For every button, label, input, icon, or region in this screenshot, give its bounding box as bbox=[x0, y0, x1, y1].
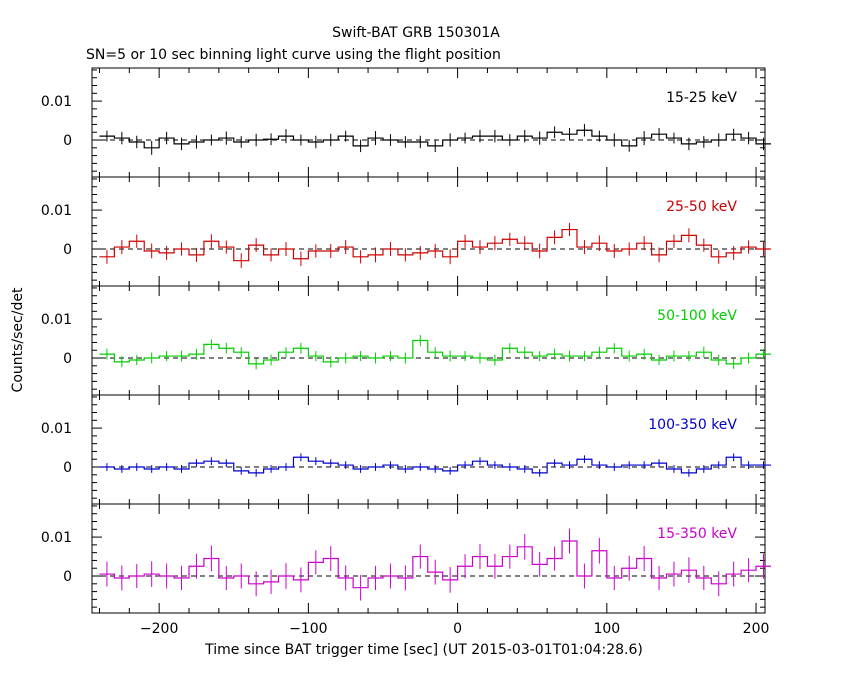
x-tick-label: 200 bbox=[743, 621, 770, 637]
light-curve-series bbox=[99, 228, 771, 262]
panel-frame bbox=[91, 394, 766, 505]
panel-5: 0.01 0 15-350 keV −200 −100 0 100 200 bbox=[41, 503, 771, 637]
y-tick-label: 0 bbox=[63, 351, 72, 367]
panel-frame bbox=[91, 176, 766, 287]
panel-1: 0.01 0 15-25 keV bbox=[41, 67, 771, 178]
y-tick-label: 0 bbox=[63, 133, 72, 149]
band-label: 15-350 keV bbox=[657, 526, 737, 542]
light-curve-series bbox=[99, 456, 771, 474]
x-tick-label: 100 bbox=[593, 621, 620, 637]
y-axis-label: Counts/sec/det bbox=[10, 287, 26, 392]
y-tick-label: 0.01 bbox=[41, 312, 72, 328]
y-tick-label: 0.01 bbox=[41, 421, 72, 437]
y-tick-label: 0.01 bbox=[41, 94, 72, 110]
y-tick-label: 0.01 bbox=[41, 530, 72, 546]
panel-2: 0.01 0 25-50 keV bbox=[41, 176, 771, 287]
band-label: 15-25 keV bbox=[666, 90, 737, 106]
y-tick-label: 0 bbox=[63, 242, 72, 258]
band-label: 100-350 keV bbox=[648, 417, 737, 433]
panel-3: 0.01 0 50-100 keV bbox=[41, 285, 771, 396]
y-tick-label: 0 bbox=[63, 569, 72, 585]
light-curve-series bbox=[99, 129, 771, 149]
band-label: 50-100 keV bbox=[657, 308, 737, 324]
y-tick-label: 0.01 bbox=[41, 203, 72, 219]
panel-frame bbox=[91, 503, 766, 614]
panel-frame bbox=[91, 67, 766, 178]
chart-subtitle: SN=5 or 10 sec binning light curve using… bbox=[86, 47, 501, 63]
y-tick-label: 0 bbox=[63, 460, 72, 476]
x-tick-label: 0 bbox=[453, 621, 462, 637]
x-axis-label: Time since BAT trigger time [sec] (UT 20… bbox=[204, 642, 643, 658]
panels-group: 0.01 0 15-25 keV 0.01 0 25-50 keV 0.01 0 50-100 … bbox=[41, 67, 771, 637]
x-tick-label: −100 bbox=[289, 621, 327, 637]
panel-4: 0.01 0 100-350 keV bbox=[41, 394, 771, 505]
light-curve-series bbox=[99, 540, 771, 589]
band-label: 25-50 keV bbox=[666, 199, 737, 215]
panel-frame bbox=[91, 285, 766, 396]
x-tick-label: −200 bbox=[140, 621, 178, 637]
chart-title: Swift-BAT GRB 150301A bbox=[332, 25, 500, 41]
light-curve-series bbox=[99, 339, 771, 365]
